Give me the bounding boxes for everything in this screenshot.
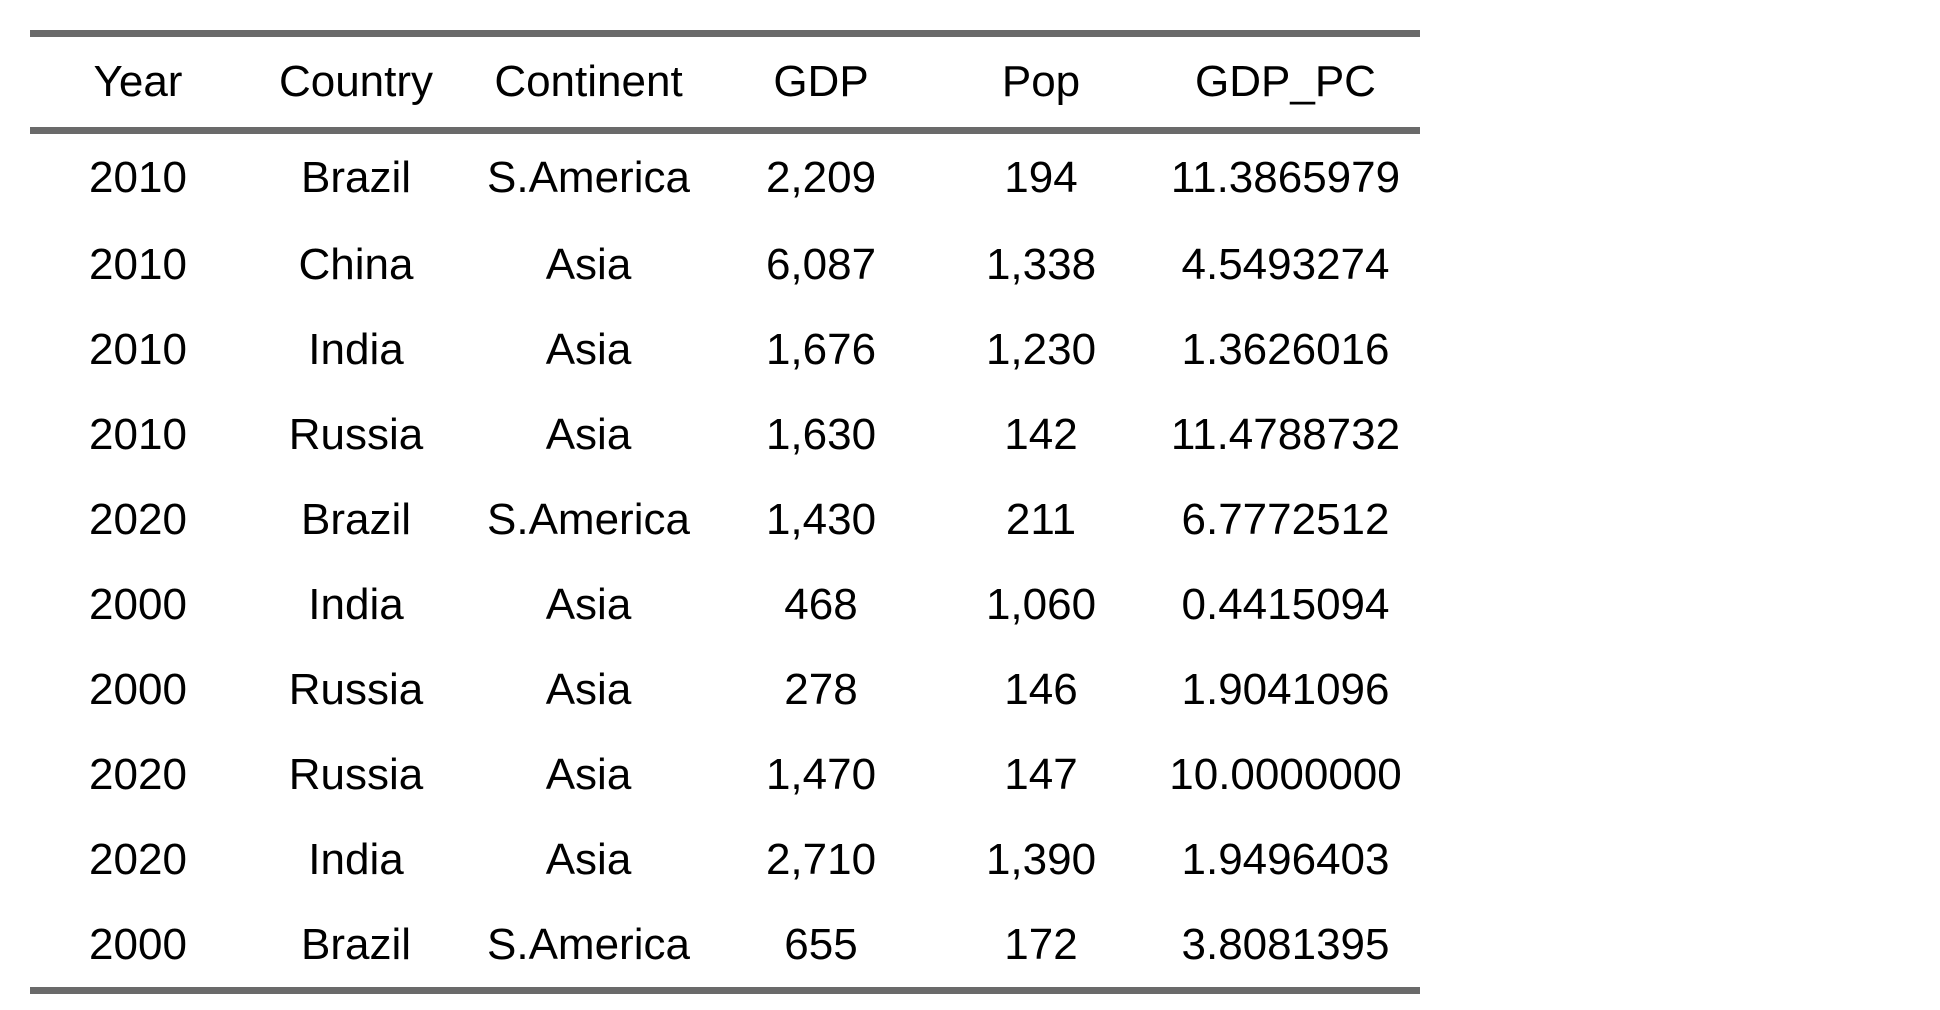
table-row: 2000 Russia Asia 278 146 1.9041096 <box>30 647 1420 732</box>
cell-pop: 146 <box>1004 664 1078 714</box>
cell-gdp-pc: 3.8081395 <box>1181 919 1390 969</box>
cell-year: 2020 <box>89 494 187 544</box>
cell-year: 2000 <box>89 919 187 969</box>
table-row: 2000 Brazil S.America 655 172 3.8081395 <box>30 902 1420 991</box>
table-body: 2010 Brazil S.America 2,209 194 11.3865979 201… <box>30 131 1420 991</box>
table-row: 2010 Brazil S.America 2,209 194 11.3865979 <box>30 131 1420 223</box>
cell-year: 2000 <box>89 579 187 629</box>
cell-country: India <box>308 834 404 884</box>
cell-year: 2010 <box>89 409 187 459</box>
table-row: 2020 India Asia 2,710 1,390 1.9496403 <box>30 817 1420 902</box>
cell-country: Russia <box>288 749 424 799</box>
cell-continent: S.America <box>487 919 690 969</box>
column-header-gdp-pc: GDP_PC <box>1195 57 1376 106</box>
cell-year: 2020 <box>89 749 187 799</box>
cell-gdp-pc: 6.7772512 <box>1181 494 1390 544</box>
table-row: 2020 Brazil S.America 1,430 211 6.7772512 <box>30 477 1420 562</box>
cell-country: Brazil <box>300 919 412 969</box>
cell-continent: S.America <box>487 153 690 202</box>
column-header-continent: Continent <box>494 57 683 106</box>
cell-continent: Asia <box>545 749 632 799</box>
table-row: 2010 Russia Asia 1,630 142 11.4788732 <box>30 392 1420 477</box>
cell-continent: Asia <box>545 579 632 629</box>
cell-continent: Asia <box>545 324 632 374</box>
cell-country: China <box>298 239 414 289</box>
cell-pop: 1,060 <box>985 579 1097 629</box>
cell-pop: 211 <box>1005 494 1077 544</box>
cell-gdp: 1,676 <box>765 324 877 374</box>
cell-pop: 194 <box>1004 153 1078 202</box>
cell-gdp-pc: 10.0000000 <box>1169 749 1402 799</box>
cell-continent: Asia <box>545 664 632 714</box>
cell-gdp-pc: 4.5493274 <box>1181 239 1390 289</box>
header-row: Year Country Continent GDP Pop GDP_PC <box>30 33 1420 131</box>
cell-year: 2010 <box>89 153 187 202</box>
cell-country: Brazil <box>300 153 412 202</box>
cell-country: India <box>308 324 404 374</box>
cell-continent: Asia <box>545 834 632 884</box>
table-row: 2010 China Asia 6,087 1,338 4.5493274 <box>30 222 1420 307</box>
cell-gdp: 1,470 <box>765 749 877 799</box>
cell-year: 2010 <box>89 324 187 374</box>
cell-gdp: 468 <box>784 579 858 629</box>
cell-pop: 142 <box>1004 409 1078 459</box>
cell-country: Brazil <box>300 494 412 544</box>
cell-continent: Asia <box>545 409 632 459</box>
cell-pop: 1,338 <box>985 239 1097 289</box>
cell-continent: S.America <box>487 494 690 544</box>
cell-country: Russia <box>288 409 424 459</box>
cell-gdp-pc: 11.4788732 <box>1170 409 1401 459</box>
cell-gdp: 278 <box>784 664 858 714</box>
cell-continent: Asia <box>545 239 632 289</box>
cell-year: 2010 <box>89 239 187 289</box>
cell-gdp: 1,630 <box>765 409 877 459</box>
cell-pop: 147 <box>1004 749 1078 799</box>
cell-gdp: 1,430 <box>765 494 877 544</box>
column-header-country: Country <box>278 57 434 106</box>
table-row: 2010 India Asia 1,676 1,230 1.3626016 <box>30 307 1420 392</box>
cell-gdp-pc: 0.4415094 <box>1181 579 1390 629</box>
cell-country: India <box>308 579 404 629</box>
cell-gdp: 6,087 <box>765 239 877 289</box>
cell-year: 2000 <box>89 664 187 714</box>
cell-gdp: 655 <box>784 919 858 969</box>
table-row: 2020 Russia Asia 1,470 147 10.0000000 <box>30 732 1420 817</box>
cell-country: Russia <box>288 664 424 714</box>
table-row: 2000 India Asia 468 1,060 0.4415094 <box>30 562 1420 647</box>
cell-pop: 172 <box>1004 919 1078 969</box>
cell-gdp: 2,710 <box>765 834 877 884</box>
data-table-container: Year Country Continent GDP Pop GDP_PC 20… <box>30 30 1420 994</box>
cell-gdp: 2,209 <box>765 153 877 202</box>
cell-pop: 1,230 <box>985 324 1097 374</box>
data-table: Year Country Continent GDP Pop GDP_PC 20… <box>30 30 1420 994</box>
table-header: Year Country Continent GDP Pop GDP_PC <box>30 33 1420 131</box>
column-header-gdp: GDP <box>773 57 869 106</box>
column-header-pop: Pop <box>1001 57 1081 106</box>
cell-pop: 1,390 <box>985 834 1097 884</box>
cell-gdp-pc: 1.9041096 <box>1181 664 1390 714</box>
cell-gdp-pc: 1.3626016 <box>1181 324 1390 374</box>
cell-gdp-pc: 1.9496403 <box>1181 834 1390 884</box>
column-header-year: Year <box>93 57 183 106</box>
cell-gdp-pc: 11.3865979 <box>1170 153 1401 202</box>
cell-year: 2020 <box>89 834 187 884</box>
